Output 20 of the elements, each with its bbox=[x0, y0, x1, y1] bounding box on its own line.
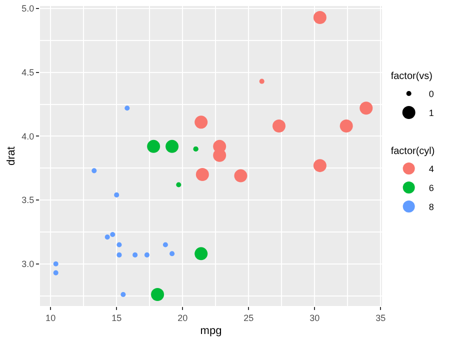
x-tick-label: 35 bbox=[376, 312, 386, 323]
x-tick-label: 10 bbox=[46, 312, 56, 323]
y-tick-label: 3.5 bbox=[22, 195, 34, 206]
y-tick-label: 3.0 bbox=[22, 259, 34, 270]
x-axis-title: mpg bbox=[200, 325, 222, 337]
x-tick-label: 15 bbox=[112, 312, 122, 323]
text: factor(vs) bbox=[390, 71, 433, 82]
y-axis-title: drat bbox=[5, 146, 18, 166]
legend-label: 6 bbox=[428, 183, 434, 194]
legend-label: 1 bbox=[428, 108, 434, 118]
legend-title: factor(cyl) bbox=[390, 146, 435, 157]
y-tick-label: 4.0 bbox=[22, 131, 34, 142]
y-tick-label: 4.5 bbox=[22, 68, 34, 78]
legend-label: 4 bbox=[428, 164, 434, 174]
x-tick-label: 30 bbox=[310, 312, 320, 323]
x-tick-label: 20 bbox=[178, 312, 188, 323]
legend-label: 8 bbox=[428, 202, 434, 212]
legend-label: 0 bbox=[428, 89, 434, 100]
x-tick-label: 25 bbox=[244, 312, 254, 323]
y-tick-label: 5.0 bbox=[22, 4, 34, 14]
